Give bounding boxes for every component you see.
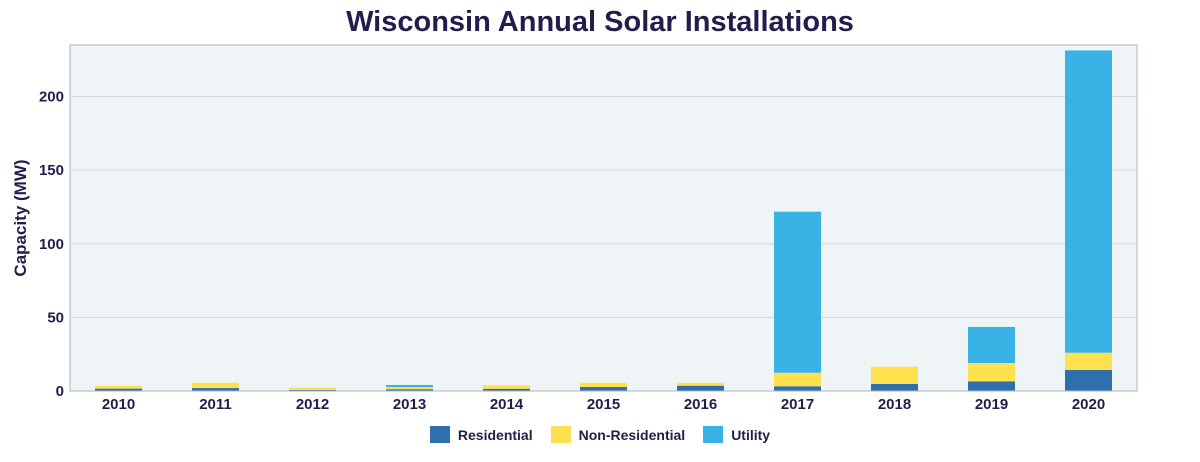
bar-residential-2019 bbox=[968, 381, 1015, 391]
x-tick-label: 2015 bbox=[587, 396, 620, 413]
bar-non-residential-2019 bbox=[968, 363, 1015, 382]
x-tick-label: 2011 bbox=[199, 396, 232, 413]
y-tick-label: 200 bbox=[39, 89, 64, 106]
bar-residential-2011 bbox=[192, 388, 239, 391]
x-tick-label: 2013 bbox=[393, 396, 426, 413]
legend: Residential Non-Residential Utility bbox=[0, 426, 1200, 443]
bar-non-residential-2011 bbox=[192, 382, 239, 389]
bar-utility-2019 bbox=[968, 326, 1015, 364]
bar-non-residential-2017 bbox=[774, 372, 821, 387]
bar-residential-2014 bbox=[483, 388, 530, 391]
x-tick-label: 2017 bbox=[781, 396, 814, 413]
bar-utility-2013 bbox=[386, 384, 433, 388]
bar-residential-2010 bbox=[95, 388, 142, 391]
chart-title: Wisconsin Annual Solar Installations bbox=[346, 6, 854, 38]
bar-residential-2017 bbox=[774, 386, 821, 391]
legend-item: Residential bbox=[429, 426, 533, 443]
bar-utility-2017 bbox=[774, 211, 821, 373]
bar-residential-2016 bbox=[677, 385, 724, 391]
x-tick-label: 2020 bbox=[1072, 396, 1105, 413]
bar-residential-2020 bbox=[1065, 369, 1112, 391]
bar-non-residential-2018 bbox=[871, 366, 918, 384]
bar-non-residential-2020 bbox=[1065, 352, 1112, 370]
bar-non-residential-2010 bbox=[95, 385, 142, 389]
x-tick-label: 2016 bbox=[684, 396, 717, 413]
bar-residential-2018 bbox=[871, 383, 918, 391]
bar-non-residential-2013 bbox=[386, 387, 433, 390]
y-tick-label: 50 bbox=[47, 309, 64, 326]
bar-residential-2015 bbox=[580, 387, 627, 391]
y-tick-label: 100 bbox=[39, 236, 64, 253]
x-tick-label: 2018 bbox=[878, 396, 911, 413]
x-tick-label: 2019 bbox=[975, 396, 1008, 413]
legend-label: Non-Residential bbox=[578, 426, 686, 443]
legend-swatch bbox=[703, 426, 724, 443]
legend-swatch bbox=[550, 426, 571, 443]
legend-label: Residential bbox=[457, 426, 533, 443]
y-tick-label: 0 bbox=[56, 383, 64, 400]
legend-item: Non-Residential bbox=[550, 426, 686, 443]
legend-item: Utility bbox=[703, 426, 770, 443]
bar-residential-2013 bbox=[386, 389, 433, 391]
bar-residential-2012 bbox=[289, 389, 336, 391]
bar-non-residential-2015 bbox=[580, 382, 627, 388]
bar-non-residential-2016 bbox=[677, 382, 724, 386]
x-tick-label: 2014 bbox=[490, 396, 524, 413]
x-tick-label: 2012 bbox=[296, 396, 329, 413]
legend-swatch bbox=[429, 426, 450, 443]
legend-label: Utility bbox=[731, 426, 771, 443]
bar-utility-2020 bbox=[1065, 50, 1112, 353]
bar-non-residential-2014 bbox=[483, 385, 530, 389]
y-axis-label: Capacity (MW) bbox=[11, 159, 30, 276]
x-tick-label: 2010 bbox=[102, 396, 135, 413]
bar-non-residential-2012 bbox=[289, 387, 336, 390]
plot-area bbox=[69, 44, 1138, 392]
y-tick-label: 150 bbox=[39, 162, 64, 179]
